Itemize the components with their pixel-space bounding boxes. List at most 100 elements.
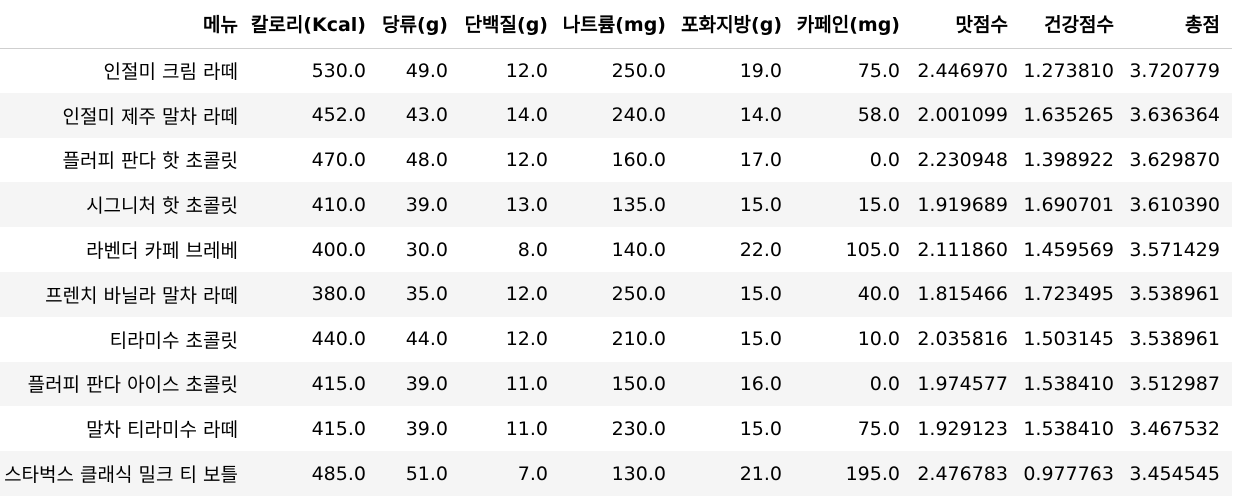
cell-menu: 프렌치 바닐라 말차 라떼 — [45, 284, 238, 307]
cell-caffeine: 15.0 — [857, 193, 900, 216]
cell-sodium: 140.0 — [611, 238, 666, 261]
column-header-total-score: 총점 — [1126, 0, 1232, 49]
table-row: 말차 티라미수 라떼 415.0 39.0 11.0 230.0 15.0 75… — [0, 406, 1232, 452]
cell-caffeine: 75.0 — [857, 59, 900, 82]
cell-sodium: 160.0 — [611, 148, 666, 171]
cell-taste-score: 2.035816 — [917, 328, 1008, 351]
cell-caffeine: 58.0 — [857, 104, 900, 127]
cell-calories: 440.0 — [311, 328, 366, 351]
cell-total-score: 3.636364 — [1129, 104, 1220, 127]
column-header-calories: 칼로리(Kcal) — [250, 0, 378, 49]
cell-health-score: 1.538410 — [1023, 372, 1114, 395]
table-row: 플러피 판다 아이스 초콜릿 415.0 39.0 11.0 150.0 16.… — [0, 361, 1232, 407]
cell-calories: 470.0 — [311, 148, 366, 171]
cell-taste-score: 2.111860 — [917, 238, 1008, 261]
cell-sugar: 48.0 — [405, 148, 448, 171]
cell-menu: 플러피 판다 아이스 초콜릿 — [27, 374, 238, 397]
cell-total-score: 3.512987 — [1129, 372, 1220, 395]
cell-health-score: 1.503145 — [1023, 328, 1114, 351]
cell-protein: 14.0 — [505, 104, 548, 127]
cell-total-score: 3.467532 — [1129, 417, 1220, 440]
cell-caffeine: 40.0 — [857, 283, 900, 306]
cell-taste-score: 1.815466 — [917, 283, 1008, 306]
cell-menu: 스타벅스 클래식 밀크 티 보틀 — [4, 464, 238, 487]
cell-caffeine: 10.0 — [857, 328, 900, 351]
cell-health-score: 1.690701 — [1023, 193, 1114, 216]
cell-sugar: 39.0 — [405, 372, 448, 395]
cell-health-score: 1.538410 — [1023, 417, 1114, 440]
cell-sodium: 135.0 — [611, 193, 666, 216]
cell-health-score: 1.723495 — [1023, 283, 1114, 306]
cell-menu: 인절미 크림 라떼 — [103, 61, 238, 84]
cell-taste-score: 2.446970 — [917, 59, 1008, 82]
cell-taste-score: 2.230948 — [917, 148, 1008, 171]
header-row: 메뉴 칼로리(Kcal) 당류(g) 단백질(g) 나트륨(mg) 포화지방(g… — [0, 0, 1232, 49]
cell-health-score: 1.459569 — [1023, 238, 1114, 261]
cell-total-score: 3.538961 — [1129, 328, 1220, 351]
cell-sugar: 39.0 — [405, 193, 448, 216]
cell-calories: 380.0 — [311, 283, 366, 306]
cell-sodium: 210.0 — [611, 328, 666, 351]
cell-health-score: 0.977763 — [1023, 462, 1114, 485]
cell-saturated-fat: 15.0 — [739, 417, 782, 440]
cell-protein: 11.0 — [505, 417, 548, 440]
cell-health-score: 1.273810 — [1023, 59, 1114, 82]
cell-taste-score: 1.929123 — [917, 417, 1008, 440]
cell-sugar: 49.0 — [405, 59, 448, 82]
column-header-health-score: 건강점수 — [1020, 0, 1126, 49]
column-header-sugar: 당류(g) — [378, 0, 460, 49]
cell-sodium: 230.0 — [611, 417, 666, 440]
cell-sugar: 35.0 — [405, 283, 448, 306]
cell-calories: 400.0 — [311, 238, 366, 261]
cell-taste-score: 2.476783 — [917, 462, 1008, 485]
cell-saturated-fat: 19.0 — [739, 59, 782, 82]
cell-total-score: 3.720779 — [1129, 59, 1220, 82]
cell-caffeine: 105.0 — [845, 238, 900, 261]
column-header-sodium: 나트륨(mg) — [560, 0, 678, 49]
cell-total-score: 3.629870 — [1129, 148, 1220, 171]
cell-sugar: 51.0 — [405, 462, 448, 485]
cell-saturated-fat: 15.0 — [739, 283, 782, 306]
column-header-taste-score: 맛점수 — [912, 0, 1020, 49]
cell-taste-score: 1.974577 — [917, 372, 1008, 395]
cell-menu: 라벤더 카페 브레베 — [86, 240, 238, 263]
cell-total-score: 3.571429 — [1129, 238, 1220, 261]
cell-sodium: 240.0 — [611, 104, 666, 127]
table-row: 스타벅스 클래식 밀크 티 보틀 485.0 51.0 7.0 130.0 21… — [0, 451, 1232, 496]
cell-saturated-fat: 14.0 — [739, 104, 782, 127]
cell-menu: 말차 티라미수 라떼 — [86, 419, 238, 442]
cell-caffeine: 195.0 — [845, 462, 900, 485]
cell-sugar: 43.0 — [405, 104, 448, 127]
cell-calories: 485.0 — [311, 462, 366, 485]
cell-total-score: 3.610390 — [1129, 193, 1220, 216]
cell-saturated-fat: 22.0 — [739, 238, 782, 261]
table-row: 라벤더 카페 브레베 400.0 30.0 8.0 140.0 22.0 105… — [0, 227, 1232, 272]
column-header-protein: 단백질(g) — [460, 0, 560, 49]
cell-sugar: 30.0 — [405, 238, 448, 261]
cell-saturated-fat: 15.0 — [739, 328, 782, 351]
cell-calories: 410.0 — [311, 193, 366, 216]
cell-saturated-fat: 17.0 — [739, 148, 782, 171]
cell-health-score: 1.398922 — [1023, 148, 1114, 171]
column-header-saturated-fat: 포화지방(g) — [678, 0, 794, 49]
cell-total-score: 3.454545 — [1129, 462, 1220, 485]
table-row: 플러피 판다 핫 초콜릿 470.0 48.0 12.0 160.0 17.0 … — [0, 137, 1232, 183]
column-header-caffeine: 카페인(mg) — [794, 0, 912, 49]
table-row: 티라미수 초콜릿 440.0 44.0 12.0 210.0 15.0 10.0… — [0, 316, 1232, 362]
cell-protein: 12.0 — [505, 148, 548, 171]
cell-protein: 12.0 — [505, 328, 548, 351]
cell-menu: 플러피 판다 핫 초콜릿 — [62, 150, 238, 173]
table-row: 인절미 크림 라떼 530.0 49.0 12.0 250.0 19.0 75.… — [0, 48, 1232, 93]
cell-sugar: 44.0 — [405, 328, 448, 351]
cell-calories: 415.0 — [311, 372, 366, 395]
cell-protein: 12.0 — [505, 283, 548, 306]
table-row: 시그니처 핫 초콜릿 410.0 39.0 13.0 135.0 15.0 15… — [0, 182, 1232, 228]
cell-caffeine: 0.0 — [869, 372, 900, 395]
cell-sodium: 250.0 — [611, 59, 666, 82]
column-header-menu: 메뉴 — [0, 0, 250, 49]
cell-protein: 8.0 — [517, 238, 548, 261]
cell-sodium: 130.0 — [611, 462, 666, 485]
cell-sugar: 39.0 — [405, 417, 448, 440]
